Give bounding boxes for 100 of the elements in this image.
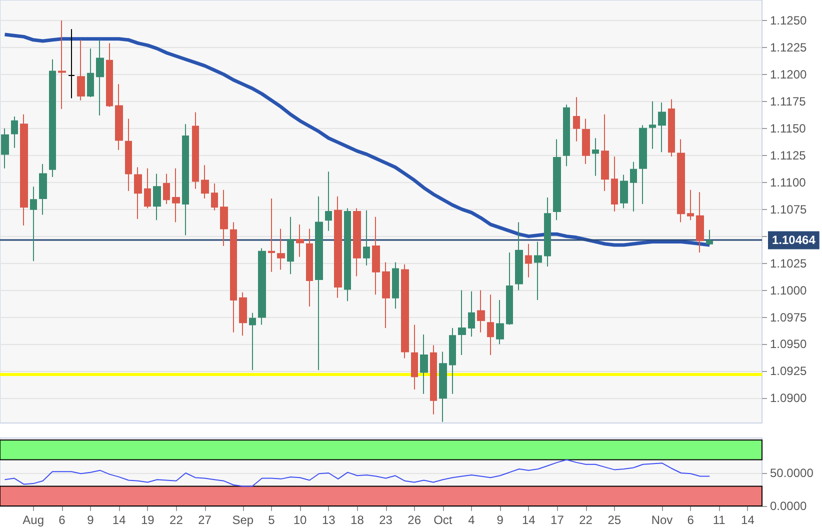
candlestick xyxy=(344,208,351,302)
candlestick xyxy=(563,104,570,167)
candlestick xyxy=(230,222,237,333)
candlestick xyxy=(20,114,28,226)
x-tick-label: 13 xyxy=(322,513,336,527)
x-tick-label: 14 xyxy=(522,513,536,527)
candlestick xyxy=(392,262,399,310)
candlestick xyxy=(182,124,189,236)
candlestick xyxy=(658,102,666,153)
candlestick xyxy=(496,299,504,345)
x-tick-label: 11 xyxy=(712,513,726,527)
candlestick xyxy=(487,294,494,356)
x-tick-label: 6 xyxy=(58,513,66,527)
candlestick xyxy=(458,290,466,356)
candlestick xyxy=(68,28,75,99)
y-tick-label: 1.1000 xyxy=(770,283,808,298)
candlestick xyxy=(592,138,599,176)
candlestick xyxy=(411,324,418,390)
candlestick xyxy=(306,228,313,307)
candlestick xyxy=(506,252,513,326)
candlestick xyxy=(134,166,142,220)
x-tick-label: 4 xyxy=(468,513,476,527)
candlestick xyxy=(687,189,694,221)
candlestick xyxy=(620,174,628,209)
y-tick-label: 1.1200 xyxy=(770,67,808,82)
candlestick xyxy=(439,351,447,422)
candlestick xyxy=(211,182,218,211)
candlestick xyxy=(515,222,523,291)
y-tick-label: 1.1025 xyxy=(770,256,808,270)
x-tick-label: 18 xyxy=(350,513,364,527)
candlestick xyxy=(468,290,475,338)
y-tick-label: 50.0000 xyxy=(770,466,814,480)
candlestick xyxy=(249,312,256,371)
candlestick xyxy=(115,84,123,150)
candlestick xyxy=(430,344,437,415)
candlestick xyxy=(534,241,542,300)
x-tick-label: 9 xyxy=(496,513,504,527)
y-tick-label: 0.0000 xyxy=(770,499,808,513)
x-tick-label: 10 xyxy=(293,513,308,527)
candlestick xyxy=(163,173,170,204)
candlestick xyxy=(58,20,66,110)
candlestick xyxy=(1,128,9,169)
candlestick xyxy=(706,229,713,246)
ref-line-label: 1.10464 xyxy=(772,233,816,248)
x-tick-label: 25 xyxy=(608,513,622,527)
candlestick xyxy=(649,100,656,150)
y-tick-label: 1.0950 xyxy=(770,337,808,352)
candlestick xyxy=(477,290,485,333)
candlestick xyxy=(334,196,342,298)
x-tick-label: 23 xyxy=(379,513,393,527)
x-tick-label: 14 xyxy=(741,513,755,527)
x-tick-label: 14 xyxy=(112,513,126,527)
x-tick-label: 9 xyxy=(87,513,94,527)
candlestick xyxy=(668,98,675,157)
candlestick xyxy=(144,168,151,209)
x-tick-label: 17 xyxy=(550,513,564,527)
x-tick-label: 5 xyxy=(268,513,276,527)
x-tick-label: 22 xyxy=(170,513,184,527)
y-tick-label: 1.0900 xyxy=(770,391,808,406)
candlestick xyxy=(125,118,132,192)
y-tick-label: 1.1075 xyxy=(770,202,808,216)
y-tick-label: 1.0975 xyxy=(770,310,808,324)
candlestick xyxy=(573,96,580,142)
candlestick xyxy=(96,39,104,116)
candlestick xyxy=(87,48,94,98)
line-series xyxy=(4,459,710,487)
candlestick xyxy=(49,58,56,178)
candlestick xyxy=(382,262,390,329)
x-tick-label: 6 xyxy=(687,513,694,527)
y-tick-label: 1.1150 xyxy=(770,121,806,136)
candlestick xyxy=(544,196,551,268)
candlestick xyxy=(239,292,247,336)
candlestick xyxy=(372,216,380,296)
candlestick xyxy=(630,161,637,212)
candlestick xyxy=(172,168,180,223)
y-tick-label: 1.1250 xyxy=(770,14,808,28)
candlestick xyxy=(553,138,561,221)
line-series xyxy=(3,32,712,247)
x-tick-label: Oct xyxy=(434,513,453,527)
y-tick-label: 1.1125 xyxy=(770,148,806,162)
y-tick-label: 1.1225 xyxy=(770,40,808,54)
candlestick xyxy=(420,334,428,394)
candlestick xyxy=(39,164,47,216)
x-tick-label: Sep xyxy=(232,513,254,527)
candlestick xyxy=(525,243,532,278)
y-tick-label: 1.1100 xyxy=(770,175,806,190)
candlestick xyxy=(325,171,332,232)
candlestick xyxy=(77,39,85,101)
candlestick xyxy=(639,124,647,204)
candlestick xyxy=(696,192,704,254)
candlestick xyxy=(611,156,618,212)
candlestick xyxy=(601,114,609,192)
candlestick xyxy=(449,328,456,394)
candlestick xyxy=(106,42,113,108)
candlestick xyxy=(353,208,361,277)
candlestick xyxy=(192,112,199,190)
x-tick-label: 22 xyxy=(579,513,593,527)
x-tick-label: 19 xyxy=(140,513,155,527)
candlestick xyxy=(201,164,209,200)
candlestick xyxy=(315,196,323,371)
